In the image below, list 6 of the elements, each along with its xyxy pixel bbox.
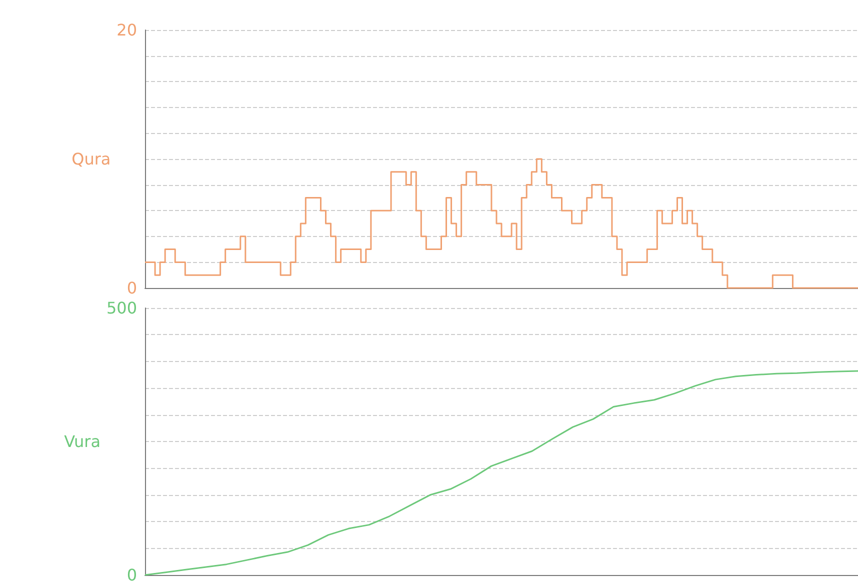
y-axis-title: Qura [72, 150, 111, 168]
y-tick-label: 500 [106, 298, 137, 318]
y-tick-label: 0 [126, 566, 137, 584]
y-tick-label: 0 [126, 278, 137, 298]
y-tick-label: 20 [116, 20, 137, 40]
y-axis-title: Vura [64, 432, 101, 451]
